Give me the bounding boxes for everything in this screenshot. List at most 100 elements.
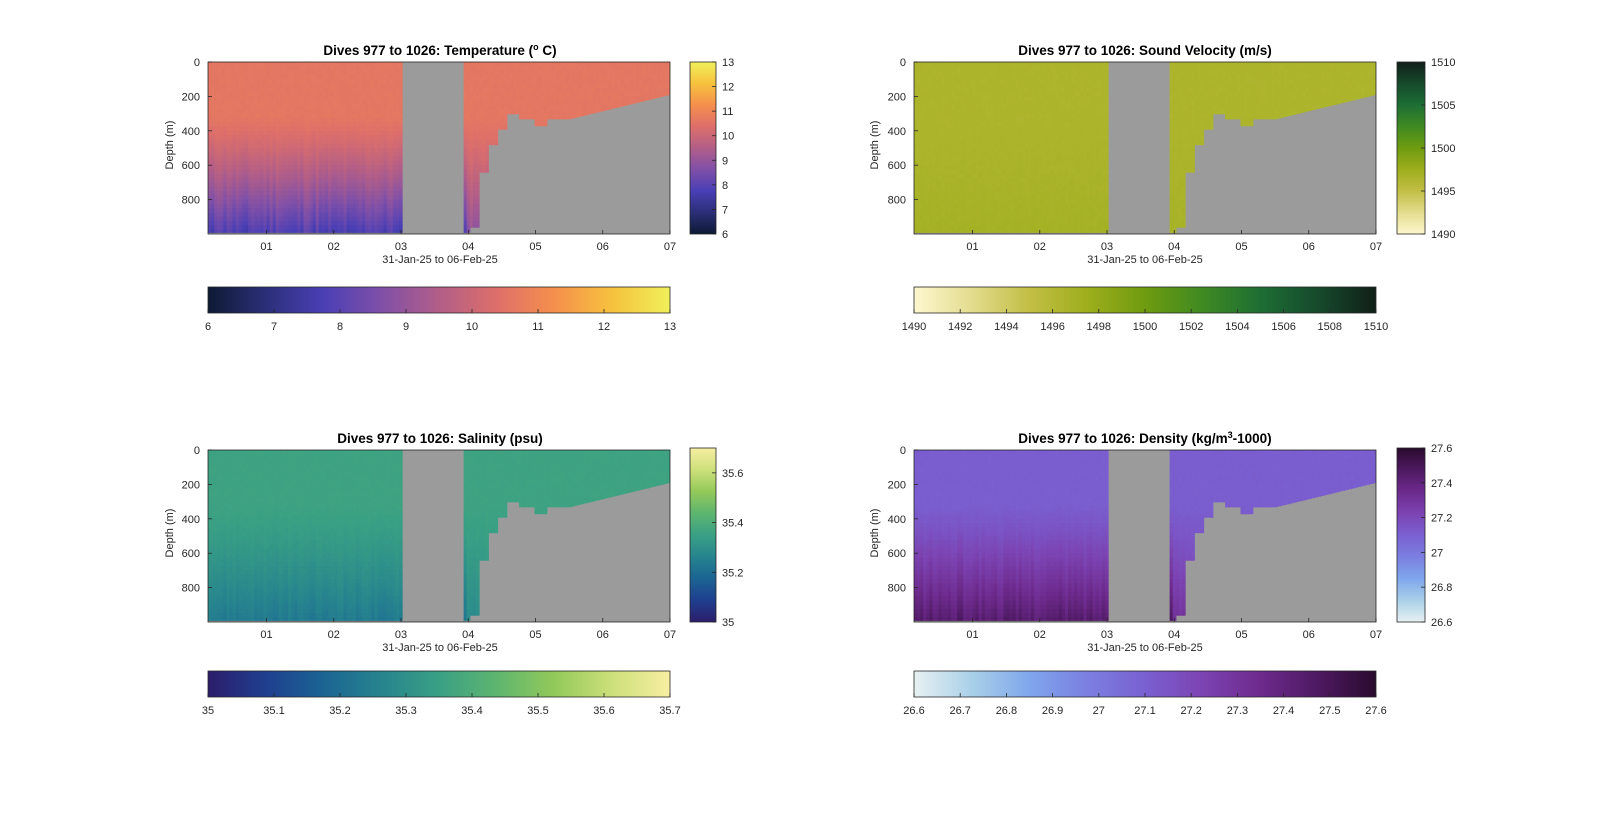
heatmap-cell bbox=[929, 113, 934, 119]
heatmap-cell bbox=[466, 191, 471, 196]
heatmap-cell bbox=[318, 70, 323, 76]
heatmap-cell bbox=[593, 87, 597, 93]
heatmap-cell bbox=[941, 191, 946, 196]
heatmap-cell bbox=[352, 152, 357, 158]
heatmap-cell bbox=[334, 79, 338, 85]
heatmap-cell bbox=[620, 62, 625, 67]
heatmap-cell bbox=[272, 216, 277, 222]
heatmap-cell bbox=[226, 182, 231, 188]
heatmap-cell bbox=[562, 87, 566, 93]
heatmap-cell bbox=[963, 182, 967, 188]
heatmap-cell bbox=[926, 229, 930, 233]
heatmap-cell bbox=[285, 126, 289, 132]
heatmap-cell bbox=[978, 148, 983, 153]
heatmap-cell bbox=[343, 191, 348, 196]
heatmap-cell bbox=[1015, 221, 1020, 226]
heatmap-cell bbox=[954, 160, 958, 166]
heatmap-cell bbox=[482, 139, 486, 145]
heatmap-cell bbox=[519, 100, 523, 106]
heatmap-cell bbox=[926, 92, 930, 97]
heatmap-cell bbox=[355, 221, 360, 226]
heatmap-cell bbox=[211, 152, 215, 158]
heatmap-cell bbox=[223, 117, 228, 123]
heatmap-cell bbox=[380, 203, 385, 209]
heatmap-cell bbox=[987, 109, 992, 115]
heatmap-cell bbox=[303, 87, 308, 93]
heatmap-cell bbox=[1006, 225, 1011, 231]
heatmap-cell bbox=[294, 203, 298, 209]
heatmap-cell bbox=[472, 186, 477, 192]
heatmap-cell bbox=[920, 122, 924, 128]
heatmap-cell bbox=[543, 113, 548, 119]
heatmap-cell bbox=[343, 199, 348, 205]
heatmap-cell bbox=[288, 178, 292, 183]
heatmap-cell bbox=[349, 160, 354, 166]
heatmap-cell bbox=[534, 122, 539, 127]
heatmap-cell bbox=[938, 117, 943, 123]
heatmap-cell bbox=[251, 109, 255, 115]
heatmap-cell bbox=[633, 83, 637, 89]
heatmap-cell bbox=[238, 105, 243, 110]
heatmap-cell bbox=[917, 139, 921, 145]
heatmap-cell bbox=[297, 169, 301, 175]
heatmap-cell bbox=[966, 87, 971, 93]
heatmap-cell bbox=[923, 221, 927, 226]
heatmap-cell bbox=[300, 191, 305, 196]
heatmap-cell bbox=[294, 229, 298, 233]
heatmap-cell bbox=[226, 74, 231, 80]
heatmap-cell bbox=[315, 62, 320, 67]
heatmap-cell bbox=[1006, 74, 1011, 80]
heatmap-cell bbox=[950, 109, 955, 115]
heatmap-cell bbox=[303, 113, 308, 119]
heatmap-cell bbox=[565, 74, 569, 80]
heatmap-cell bbox=[488, 130, 492, 136]
heatmap-cell bbox=[469, 160, 474, 166]
heatmap-cell bbox=[1012, 148, 1017, 153]
heatmap-cell bbox=[272, 117, 277, 123]
heatmap-cell bbox=[522, 87, 526, 93]
heatmap-cell bbox=[260, 105, 265, 110]
heatmap-cell bbox=[479, 109, 483, 115]
heatmap-cell bbox=[275, 100, 280, 106]
heatmap-cell bbox=[269, 105, 274, 110]
heatmap-cell bbox=[917, 199, 921, 205]
heatmap-cell bbox=[932, 156, 937, 162]
heatmap-cell bbox=[266, 178, 271, 183]
heatmap-cell bbox=[938, 212, 943, 218]
heatmap-cell bbox=[398, 83, 403, 89]
heatmap-cell bbox=[275, 130, 280, 136]
heatmap-cell bbox=[614, 96, 619, 102]
heatmap-cell bbox=[969, 160, 974, 166]
heatmap-cell bbox=[568, 70, 573, 76]
heatmap-cell bbox=[568, 109, 573, 115]
heatmap-cell bbox=[331, 156, 335, 162]
heatmap-cell bbox=[272, 126, 277, 132]
heatmap-cell bbox=[994, 178, 998, 183]
heatmap-cell bbox=[374, 152, 378, 158]
heatmap-cell bbox=[309, 208, 314, 214]
heatmap-cell bbox=[466, 203, 471, 209]
density-panel: Dives 977 to 1026: Density (kg/m3-1000) … bbox=[869, 430, 1272, 654]
heatmap-cell bbox=[1000, 139, 1004, 145]
heatmap-cell bbox=[981, 100, 986, 106]
heatmap-cell bbox=[469, 152, 474, 158]
temperature-colorbar-right bbox=[689, 61, 717, 235]
heatmap-cell bbox=[917, 143, 921, 149]
heatmap-cell bbox=[248, 122, 252, 128]
heatmap-cell bbox=[947, 105, 952, 110]
heatmap-cell bbox=[944, 105, 949, 110]
heatmap-cell bbox=[285, 105, 289, 110]
heatmap-cell bbox=[932, 160, 937, 166]
heatmap-cell bbox=[318, 96, 323, 102]
heatmap-cell bbox=[395, 109, 400, 115]
heatmap-cell bbox=[362, 143, 366, 149]
heatmap-cell bbox=[589, 92, 594, 97]
heatmap-cell bbox=[1015, 229, 1020, 233]
heatmap-cell bbox=[398, 178, 403, 183]
heatmap-cell bbox=[309, 199, 314, 205]
heatmap-cell bbox=[263, 135, 268, 140]
heatmap-cell bbox=[275, 203, 280, 209]
heatmap-cell bbox=[328, 169, 332, 175]
heatmap-cell bbox=[469, 199, 474, 205]
heatmap-cell bbox=[503, 70, 508, 76]
